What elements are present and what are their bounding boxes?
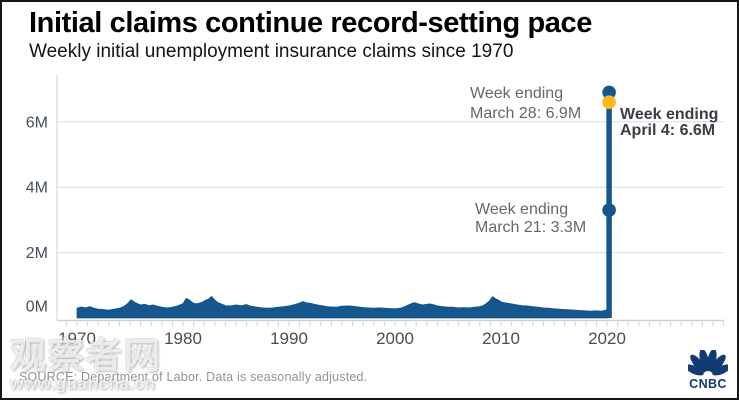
- annotation-line: Week ending: [475, 201, 569, 218]
- annotation-march-21: Week ending March 21: 3.3M: [475, 201, 586, 236]
- y-tick-label: 0M: [26, 299, 48, 316]
- annotation-line: March 21: 3.3M: [475, 218, 587, 236]
- source-note: SOURCE: Department of Labor. Data is sea…: [19, 370, 368, 384]
- x-tick-label: 1990: [270, 329, 308, 348]
- annotation-line: April 4: 6.6M: [620, 121, 716, 139]
- x-tick-label: 1970: [58, 329, 96, 348]
- y-tick-label: 4M: [26, 180, 48, 197]
- cnbc-logo-text: CNBC: [689, 377, 727, 391]
- x-tick-label: 1980: [164, 329, 202, 348]
- annotation-line: Week ending: [620, 106, 719, 123]
- annotation-march-28: Week ending March 28: 6.9M: [470, 84, 581, 124]
- annotation-line: March 28: 6.9M: [470, 105, 582, 122]
- page-title: Initial claims continue record-setting p…: [29, 7, 592, 39]
- marker-dot-blue-3.3: [602, 203, 616, 217]
- page-subtitle: Weekly initial unemployment insurance cl…: [29, 41, 514, 62]
- annotation-april-4: Week ending April 4: 6.6M: [620, 107, 718, 138]
- x-tick-label: 2010: [482, 329, 520, 348]
- peacock-icon: [688, 350, 728, 376]
- cnbc-logo: CNBC: [684, 350, 732, 390]
- y-tick-label: 2M: [26, 245, 48, 262]
- annotation-line: Week ending: [470, 85, 564, 102]
- x-tick-label: 2020: [588, 329, 626, 348]
- y-tick-label: 6M: [26, 114, 48, 131]
- x-tick-label: 2000: [376, 329, 414, 348]
- marker-dot-gold-6.6: [602, 95, 616, 109]
- claims-area: [76, 295, 609, 319]
- marker-dot-blue-6.9: [602, 85, 616, 100]
